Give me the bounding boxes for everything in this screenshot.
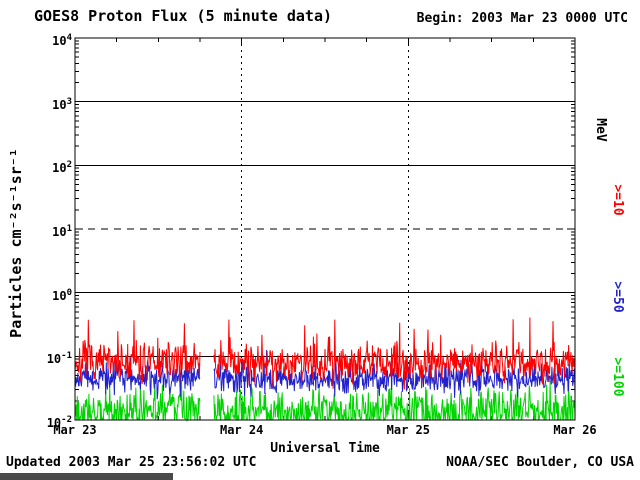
y-tick-label: 10-2	[46, 415, 72, 430]
x-axis-label: Universal Time	[270, 441, 380, 456]
bottom-strip	[0, 473, 173, 480]
credit-label: NOAA/SEC Boulder, CO USA	[446, 455, 634, 470]
updated-timestamp: Updated 2003 Mar 25 23:56:02 UTC	[6, 455, 257, 470]
y-tick-label: 101	[52, 224, 72, 239]
y-axis-label: Particles cm⁻²s⁻¹sr⁻¹	[7, 148, 25, 338]
x-tick-label: Mar 24	[219, 423, 264, 437]
series-label-0: >=10	[610, 184, 625, 216]
y-tick-label: 10-1	[46, 351, 72, 367]
plot-frame	[74, 37, 576, 421]
x-tick-label: Mar 26	[553, 423, 597, 437]
begin-label: Begin: 2003 Mar 23 0000 UTC	[416, 11, 628, 26]
series-label-1: >=50	[610, 281, 625, 313]
y-tick-label: 100	[52, 287, 72, 303]
x-tick-label: Mar 23	[53, 423, 97, 437]
chart-title: GOES8 Proton Flux (5 minute data)	[34, 7, 333, 25]
y-tick-label: 104	[52, 33, 72, 48]
x-tick-label: Mar 25	[386, 423, 430, 437]
series-trace->=10	[74, 317, 576, 390]
right-axis-unit-label: MeV	[593, 118, 608, 142]
y-tick-label: 102	[52, 160, 72, 176]
y-tick-label: 103	[52, 96, 72, 112]
series-label-2: >=100	[610, 357, 625, 397]
